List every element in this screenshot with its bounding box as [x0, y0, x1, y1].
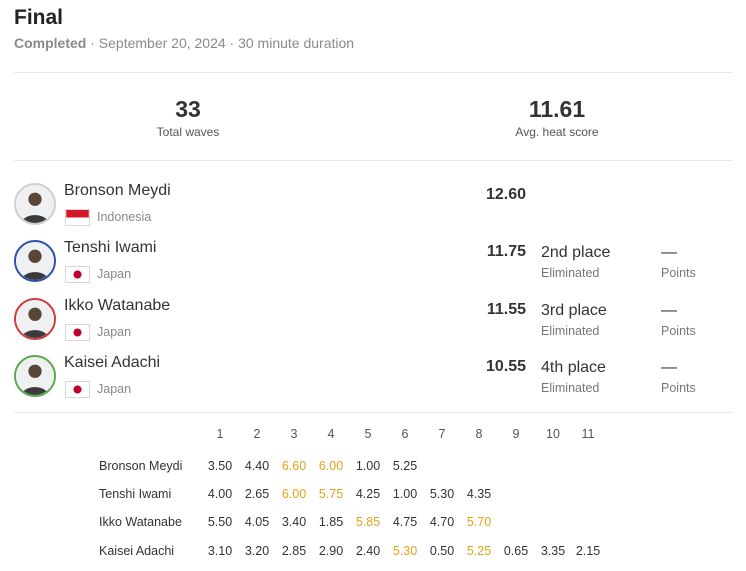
stat-total-waves: 33 Total waves: [78, 96, 298, 139]
wave-score[interactable]: 4.70: [429, 515, 455, 529]
wave-score[interactable]: 3.40: [281, 515, 307, 529]
counting-wave-score[interactable]: 5.70: [466, 515, 492, 529]
points-label: Points: [661, 324, 696, 338]
wave-row-surfer-name: Tenshi Iwami: [99, 487, 172, 501]
points-value: —: [661, 359, 677, 376]
stat-label: Avg. heat score: [515, 125, 599, 139]
wave-number-header: 11: [581, 427, 595, 441]
surfer-row[interactable]: Bronson Meydi Indonesia 12.60: [14, 182, 732, 232]
wave-score[interactable]: 3.10: [207, 544, 233, 558]
wave-number-header: 4: [327, 427, 335, 441]
avatar: [14, 298, 56, 340]
wave-score[interactable]: 4.25: [355, 487, 381, 501]
japan-flag-icon: [65, 324, 90, 341]
avatar: [14, 355, 56, 397]
avatar: [14, 240, 56, 282]
wave-score[interactable]: 4.35: [466, 487, 492, 501]
heat-score: 11.55: [486, 301, 526, 318]
wave-score[interactable]: 1.85: [318, 515, 344, 529]
wave-score[interactable]: 4.40: [244, 459, 270, 473]
surfer-country: Indonesia: [97, 210, 152, 224]
wave-row-surfer-name: Ikko Watanabe: [99, 515, 182, 529]
wave-score[interactable]: 5.50: [207, 515, 233, 529]
japan-flag-icon: [65, 381, 90, 398]
wave-number-header: 3: [290, 427, 298, 441]
avatar: [14, 183, 56, 225]
wave-score[interactable]: 2.65: [244, 487, 270, 501]
divider: [14, 160, 732, 161]
wave-score[interactable]: 1.00: [355, 459, 381, 473]
wave-number-header: 10: [546, 427, 560, 441]
points-value: —: [661, 302, 677, 319]
wave-number-header: 7: [438, 427, 446, 441]
wave-score[interactable]: 3.50: [207, 459, 233, 473]
counting-wave-score[interactable]: 6.00: [318, 459, 344, 473]
stat-avg-heat-score: 11.61 Avg. heat score: [447, 96, 667, 139]
surfer-name: Ikko Watanabe: [64, 297, 171, 314]
surfer-name: Kaisei Adachi: [64, 354, 161, 371]
surfer-name: Bronson Meydi: [64, 182, 171, 199]
wave-number-header: 8: [475, 427, 483, 441]
wave-number-header: 6: [401, 427, 409, 441]
place-label: 4th place: [541, 359, 606, 376]
wave-score[interactable]: 2.40: [355, 544, 381, 558]
wave-number-header: 9: [512, 427, 520, 441]
place-status: Eliminated: [541, 266, 600, 280]
surfer-row[interactable]: Tenshi Iwami Japan 11.75 2nd place Eliminate…: [14, 239, 732, 289]
heat-score: 10.55: [485, 358, 526, 375]
points-value: —: [661, 244, 677, 261]
divider: [14, 412, 732, 413]
wave-score[interactable]: 5.30: [429, 487, 455, 501]
heat-score: 11.75: [486, 243, 526, 260]
heat-subtitle: Completed · September 20, 2024 · 30 minu…: [14, 35, 354, 51]
stat-value: 11.61: [528, 96, 586, 122]
wave-row-surfer-name: Kaisei Adachi: [99, 544, 175, 558]
points-label: Points: [661, 266, 696, 280]
wave-score[interactable]: 5.25: [392, 459, 418, 473]
wave-score[interactable]: 2.90: [318, 544, 344, 558]
wave-number-header: 2: [253, 427, 261, 441]
stat-label: Total waves: [156, 125, 220, 139]
surfer-country: Japan: [97, 267, 132, 281]
place-status: Eliminated: [541, 381, 600, 395]
counting-wave-score[interactable]: 5.85: [355, 515, 381, 529]
wave-score[interactable]: 0.65: [503, 544, 529, 558]
heat-title: Final: [14, 6, 64, 29]
surfer-country: Japan: [97, 382, 132, 396]
counting-wave-score[interactable]: 6.00: [281, 487, 307, 501]
stat-value: 33: [175, 96, 201, 122]
wave-score[interactable]: 0.50: [429, 544, 455, 558]
indonesia-flag-icon: [65, 209, 90, 226]
wave-score[interactable]: 4.00: [207, 487, 233, 501]
counting-wave-score[interactable]: 6.60: [281, 459, 307, 473]
counting-wave-score[interactable]: 5.75: [318, 487, 344, 501]
wave-number-header: 5: [364, 427, 372, 441]
points-label: Points: [661, 381, 696, 395]
place-status: Eliminated: [541, 324, 600, 338]
japan-flag-icon: [65, 266, 90, 283]
wave-score[interactable]: 1.00: [392, 487, 418, 501]
heat-meta: · September 20, 2024 · 30 minute duratio…: [86, 35, 355, 51]
wave-number-header: 1: [216, 427, 224, 441]
heat-status: Completed: [14, 35, 87, 51]
place-label: 2nd place: [541, 244, 611, 261]
heat-score: 12.60: [485, 186, 526, 203]
wave-score[interactable]: 4.05: [244, 515, 270, 529]
wave-score[interactable]: 4.75: [392, 515, 418, 529]
surfer-row[interactable]: Ikko Watanabe Japan 11.55 3rd place Eliminat…: [14, 297, 732, 347]
surfer-country: Japan: [97, 325, 132, 339]
wave-score[interactable]: 3.20: [244, 544, 270, 558]
wave-score[interactable]: 2.15: [575, 544, 601, 558]
wave-score[interactable]: 3.35: [540, 544, 566, 558]
place-label: 3rd place: [541, 302, 607, 319]
surfer-name: Tenshi Iwami: [64, 239, 157, 256]
counting-wave-score[interactable]: 5.25: [466, 544, 492, 558]
divider: [14, 72, 732, 73]
surfer-row[interactable]: Kaisei Adachi Japan 10.55 4th place Eliminat…: [14, 354, 732, 404]
counting-wave-score[interactable]: 5.30: [392, 544, 418, 558]
wave-score[interactable]: 2.85: [281, 544, 307, 558]
wave-row-surfer-name: Bronson Meydi: [99, 459, 183, 473]
